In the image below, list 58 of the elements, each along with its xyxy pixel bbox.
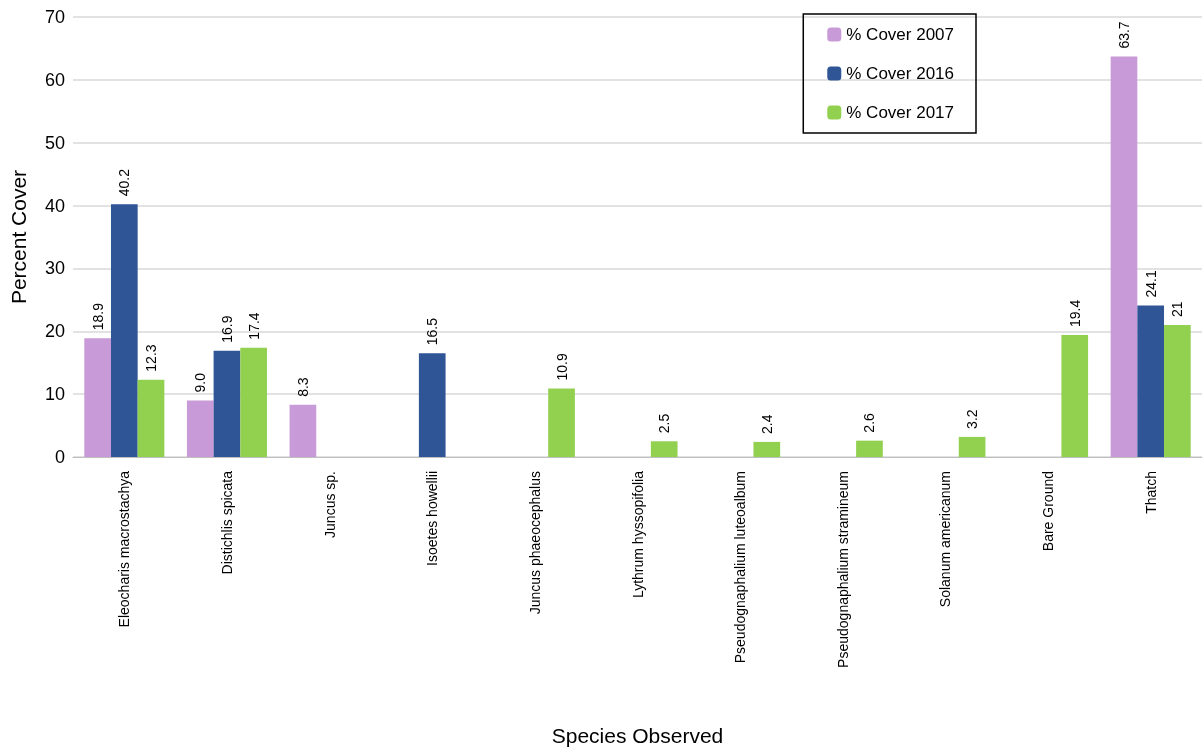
data-label: 8.3 — [294, 377, 311, 397]
x-tick-label: Lythrum hyssopifolia — [629, 470, 646, 599]
x-tick-label: Isoetes howellii — [424, 471, 441, 566]
x-tick-label: Bare Ground — [1040, 471, 1057, 552]
data-label: 21 — [1169, 301, 1186, 317]
bar — [548, 388, 575, 457]
data-label: 2.6 — [861, 412, 878, 433]
bar — [186, 400, 214, 457]
x-tick-label: Distichlis spicata — [218, 470, 235, 575]
y-axis-title: Percent Cover — [7, 169, 30, 305]
x-tick-label: Pseudognaphalium luteoalbum — [732, 471, 749, 664]
x-tick-label: Eleocharis macrostachya — [116, 470, 133, 628]
legend-label: % Cover 2017 — [846, 103, 955, 122]
data-label: 10.9 — [553, 353, 570, 381]
bar — [137, 379, 165, 457]
bar — [1110, 56, 1138, 457]
bar — [753, 441, 781, 457]
x-tick-label: Solanum americanum — [937, 471, 954, 608]
data-label: 2.5 — [656, 413, 673, 434]
data-label: 2.4 — [758, 414, 775, 434]
data-label: 12.3 — [143, 344, 159, 372]
y-tick-label: 20 — [44, 321, 65, 342]
data-label: 24.1 — [1142, 270, 1159, 298]
bar — [418, 353, 446, 457]
bar — [84, 338, 111, 457]
data-label: 63.7 — [1116, 21, 1132, 49]
data-label: 16.5 — [424, 317, 441, 346]
y-tick-label: 30 — [44, 258, 65, 279]
x-tick-label: Thatch — [1142, 471, 1159, 514]
y-tick-label: 60 — [44, 69, 65, 90]
bar — [650, 441, 678, 457]
bar — [958, 436, 986, 457]
bar — [289, 404, 317, 457]
x-tick-label: Pseudognaphalium stramineum — [834, 471, 851, 668]
bar — [110, 204, 138, 457]
data-label: 18.9 — [89, 302, 106, 331]
bar — [1137, 305, 1165, 457]
x-axis-title: Species Observed — [551, 724, 724, 747]
legend-label: % Cover 2016 — [846, 64, 955, 83]
y-tick-label: 50 — [44, 132, 65, 153]
x-tick-label: Juncus sp. — [321, 471, 338, 538]
data-label: 40.2 — [116, 168, 133, 197]
bar — [856, 440, 883, 457]
y-tick-label: 0 — [54, 447, 65, 467]
data-label: 16.9 — [218, 315, 235, 343]
legend-label: % Cover 2007 — [846, 25, 955, 44]
bar — [213, 350, 241, 457]
data-label: 9.0 — [192, 372, 209, 393]
y-tick-label: 10 — [44, 384, 65, 405]
data-label: 17.4 — [245, 312, 262, 340]
data-label: 3.2 — [964, 409, 981, 429]
bar — [1164, 325, 1191, 457]
bar — [1061, 335, 1089, 457]
y-tick-label: 40 — [44, 195, 65, 216]
bar — [240, 347, 267, 457]
x-tick-label: Juncus phaeocephalus — [526, 471, 543, 615]
data-label: 19.4 — [1066, 299, 1083, 328]
y-tick-label: 70 — [44, 7, 65, 27]
